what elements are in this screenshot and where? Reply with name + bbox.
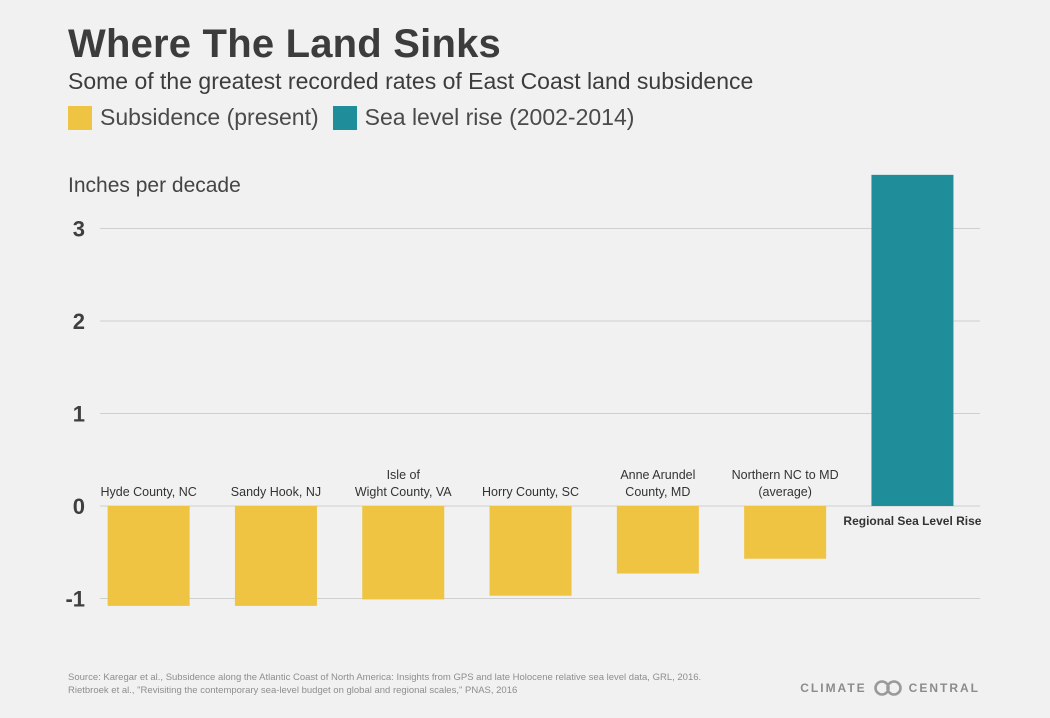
category-label: (average): [758, 485, 812, 499]
category-label: Hyde County, NC: [100, 485, 196, 499]
source-line-2: Rietbroek et al., "Revisiting the contem…: [68, 685, 518, 696]
category-label: Wight County, VA: [355, 485, 452, 499]
logo-rings-icon: [873, 680, 902, 696]
legend-swatch-sea-level: [332, 105, 357, 130]
source-note: Source: Karegar et al., Subsidence along…: [68, 671, 701, 697]
logo-text-left: CLIMATE: [800, 681, 867, 695]
y-tick-label: 0: [73, 494, 85, 519]
legend-label-subsidence: Subsidence (present): [100, 104, 319, 130]
category-label: Regional Sea Level Rise: [843, 514, 981, 528]
category-label: Anne Arundel: [620, 468, 695, 482]
chart-subtitle: Some of the greatest recorded rates of E…: [68, 68, 754, 94]
bar: [871, 174, 954, 506]
source-line-1: Source: Karegar et al., Subsidence along…: [68, 672, 702, 683]
y-axis-label: Inches per decade: [68, 174, 241, 197]
category-label: Isle of: [387, 468, 421, 482]
legend: Subsidence (present) Sea level rise (200…: [68, 104, 634, 131]
bar: [107, 506, 190, 606]
logo-text-right: CENTRAL: [908, 681, 980, 695]
y-tick-label: 3: [73, 217, 85, 242]
legend-swatch-subsidence: [68, 105, 92, 130]
y-tick-label: 1: [73, 402, 85, 427]
bar: [744, 506, 827, 559]
chart-title: Where The Land Sinks: [68, 22, 501, 66]
category-label: Sandy Hook, NJ: [231, 485, 321, 499]
category-label: Northern NC to MD: [732, 468, 839, 482]
y-tick-label: 2: [73, 309, 85, 334]
category-label: County, MD: [625, 485, 690, 499]
bar: [489, 506, 572, 596]
bar: [234, 506, 317, 606]
y-tick-label: -1: [65, 587, 85, 612]
bar: [616, 506, 699, 574]
legend-item-sea-level: Sea level rise (2002-2014): [332, 104, 635, 131]
legend-label-sea-level: Sea level rise (2002-2014): [364, 104, 635, 130]
legend-item-subsidence: Subsidence (present): [68, 104, 319, 131]
category-label: Horry County, SC: [482, 485, 579, 499]
climate-central-logo: CLIMATE CENTRAL: [800, 680, 980, 696]
bar: [362, 506, 445, 600]
